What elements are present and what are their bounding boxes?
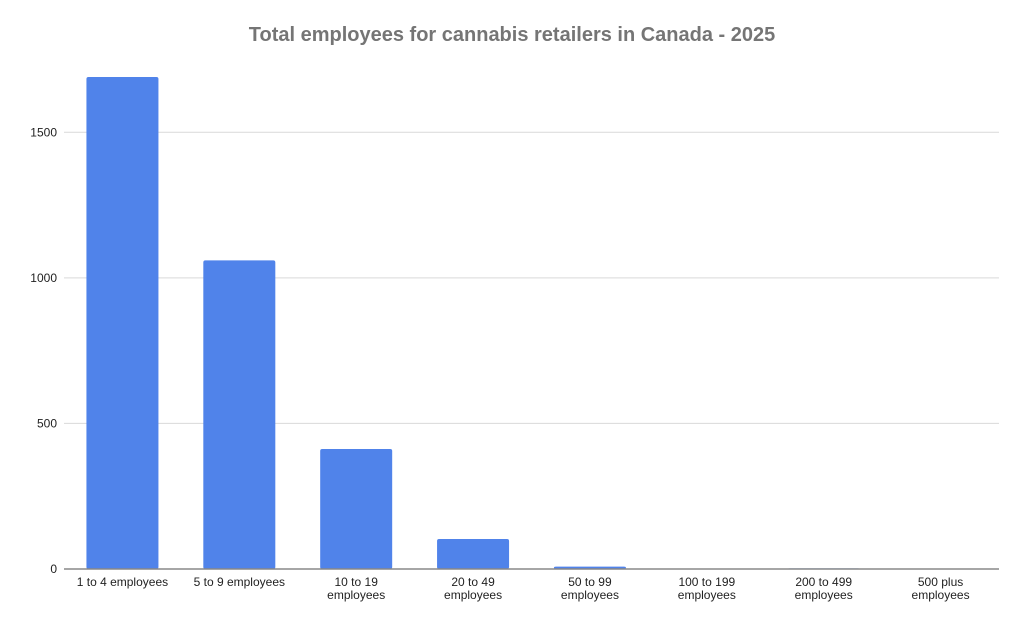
x-tick-label: 10 to 19	[335, 575, 379, 589]
bar	[86, 76, 159, 569]
x-tick-label: employees	[561, 588, 619, 602]
bar	[437, 539, 510, 569]
bar	[203, 260, 276, 569]
y-tick-label: 1000	[30, 271, 57, 285]
x-tick-label: employees	[795, 588, 853, 602]
x-tick-label: employees	[912, 588, 970, 602]
y-tick-label: 500	[37, 416, 57, 430]
bar	[320, 449, 393, 569]
x-tick-label: employees	[327, 588, 385, 602]
x-tick-label: 50 to 99	[568, 575, 612, 589]
x-tick-label: 100 to 199	[678, 575, 735, 589]
y-tick-label: 0	[50, 562, 57, 576]
x-tick-label: 500 plus	[918, 575, 963, 589]
x-tick-label: 1 to 4 employees	[77, 575, 168, 589]
y-tick-label: 1500	[30, 125, 57, 139]
x-tick-label: employees	[444, 588, 502, 602]
x-tick-label: 200 to 499	[795, 575, 852, 589]
x-tick-label: employees	[678, 588, 736, 602]
x-tick-label: 5 to 9 employees	[194, 575, 285, 589]
x-tick-label: 20 to 49	[451, 575, 495, 589]
chart-title: Total employees for cannabis retailers i…	[248, 24, 776, 46]
